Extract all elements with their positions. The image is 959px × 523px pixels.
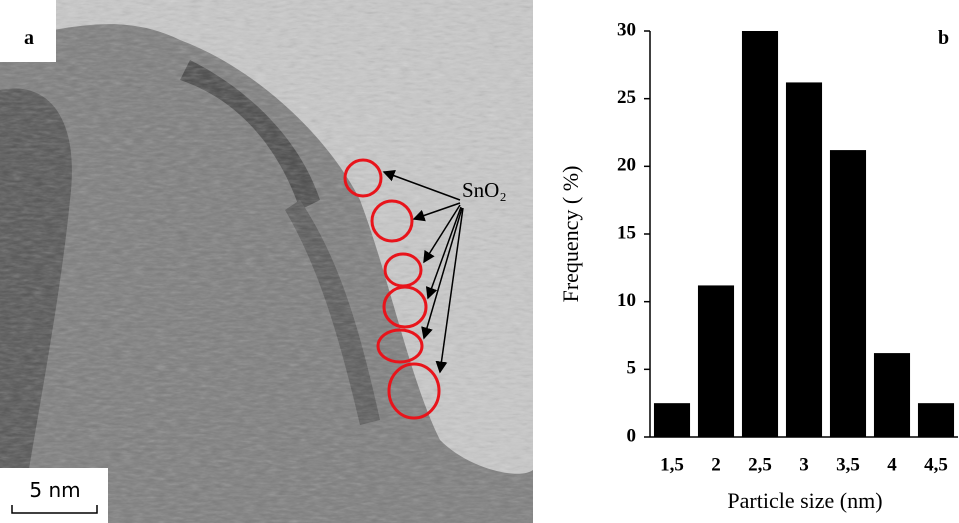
x-tick-label: 3 (799, 454, 809, 475)
x-axis-title: Particle size (nm) (727, 488, 882, 513)
y-tick-label: 30 (617, 19, 636, 40)
y-tick-label: 5 (627, 358, 637, 379)
y-tick-label: 10 (617, 290, 636, 311)
x-tick-label: 2 (711, 454, 721, 475)
y-tick-label: 20 (617, 155, 636, 176)
bar (654, 403, 690, 437)
x-tick-label: 2,5 (748, 454, 772, 475)
bar (918, 403, 954, 437)
y-tick-label: 0 (627, 425, 637, 446)
tem-image: SnO₂ a 5 nm (0, 0, 533, 523)
x-tick-label: 4 (887, 454, 897, 475)
scale-bar-label: 5 nm (29, 478, 80, 502)
y-tick-label: 25 (617, 87, 636, 108)
panel-label: a (24, 27, 34, 49)
x-tick-label: 3,5 (836, 454, 860, 475)
figure: SnO₂ a 5 nm b Particle size (nm) Frequen… (0, 0, 959, 523)
x-tick-label: 1,5 (660, 454, 684, 475)
bar (786, 82, 822, 437)
y-axis-title: Frequency ( %) (558, 166, 583, 303)
y-tick-label: 15 (617, 222, 636, 243)
x-tick-label: 4,5 (924, 454, 948, 475)
bar (830, 150, 866, 437)
bar (742, 31, 778, 437)
annotation: SnO₂ (462, 178, 507, 202)
bar (698, 285, 734, 437)
bar (874, 353, 910, 437)
panel-label: b (938, 27, 949, 49)
